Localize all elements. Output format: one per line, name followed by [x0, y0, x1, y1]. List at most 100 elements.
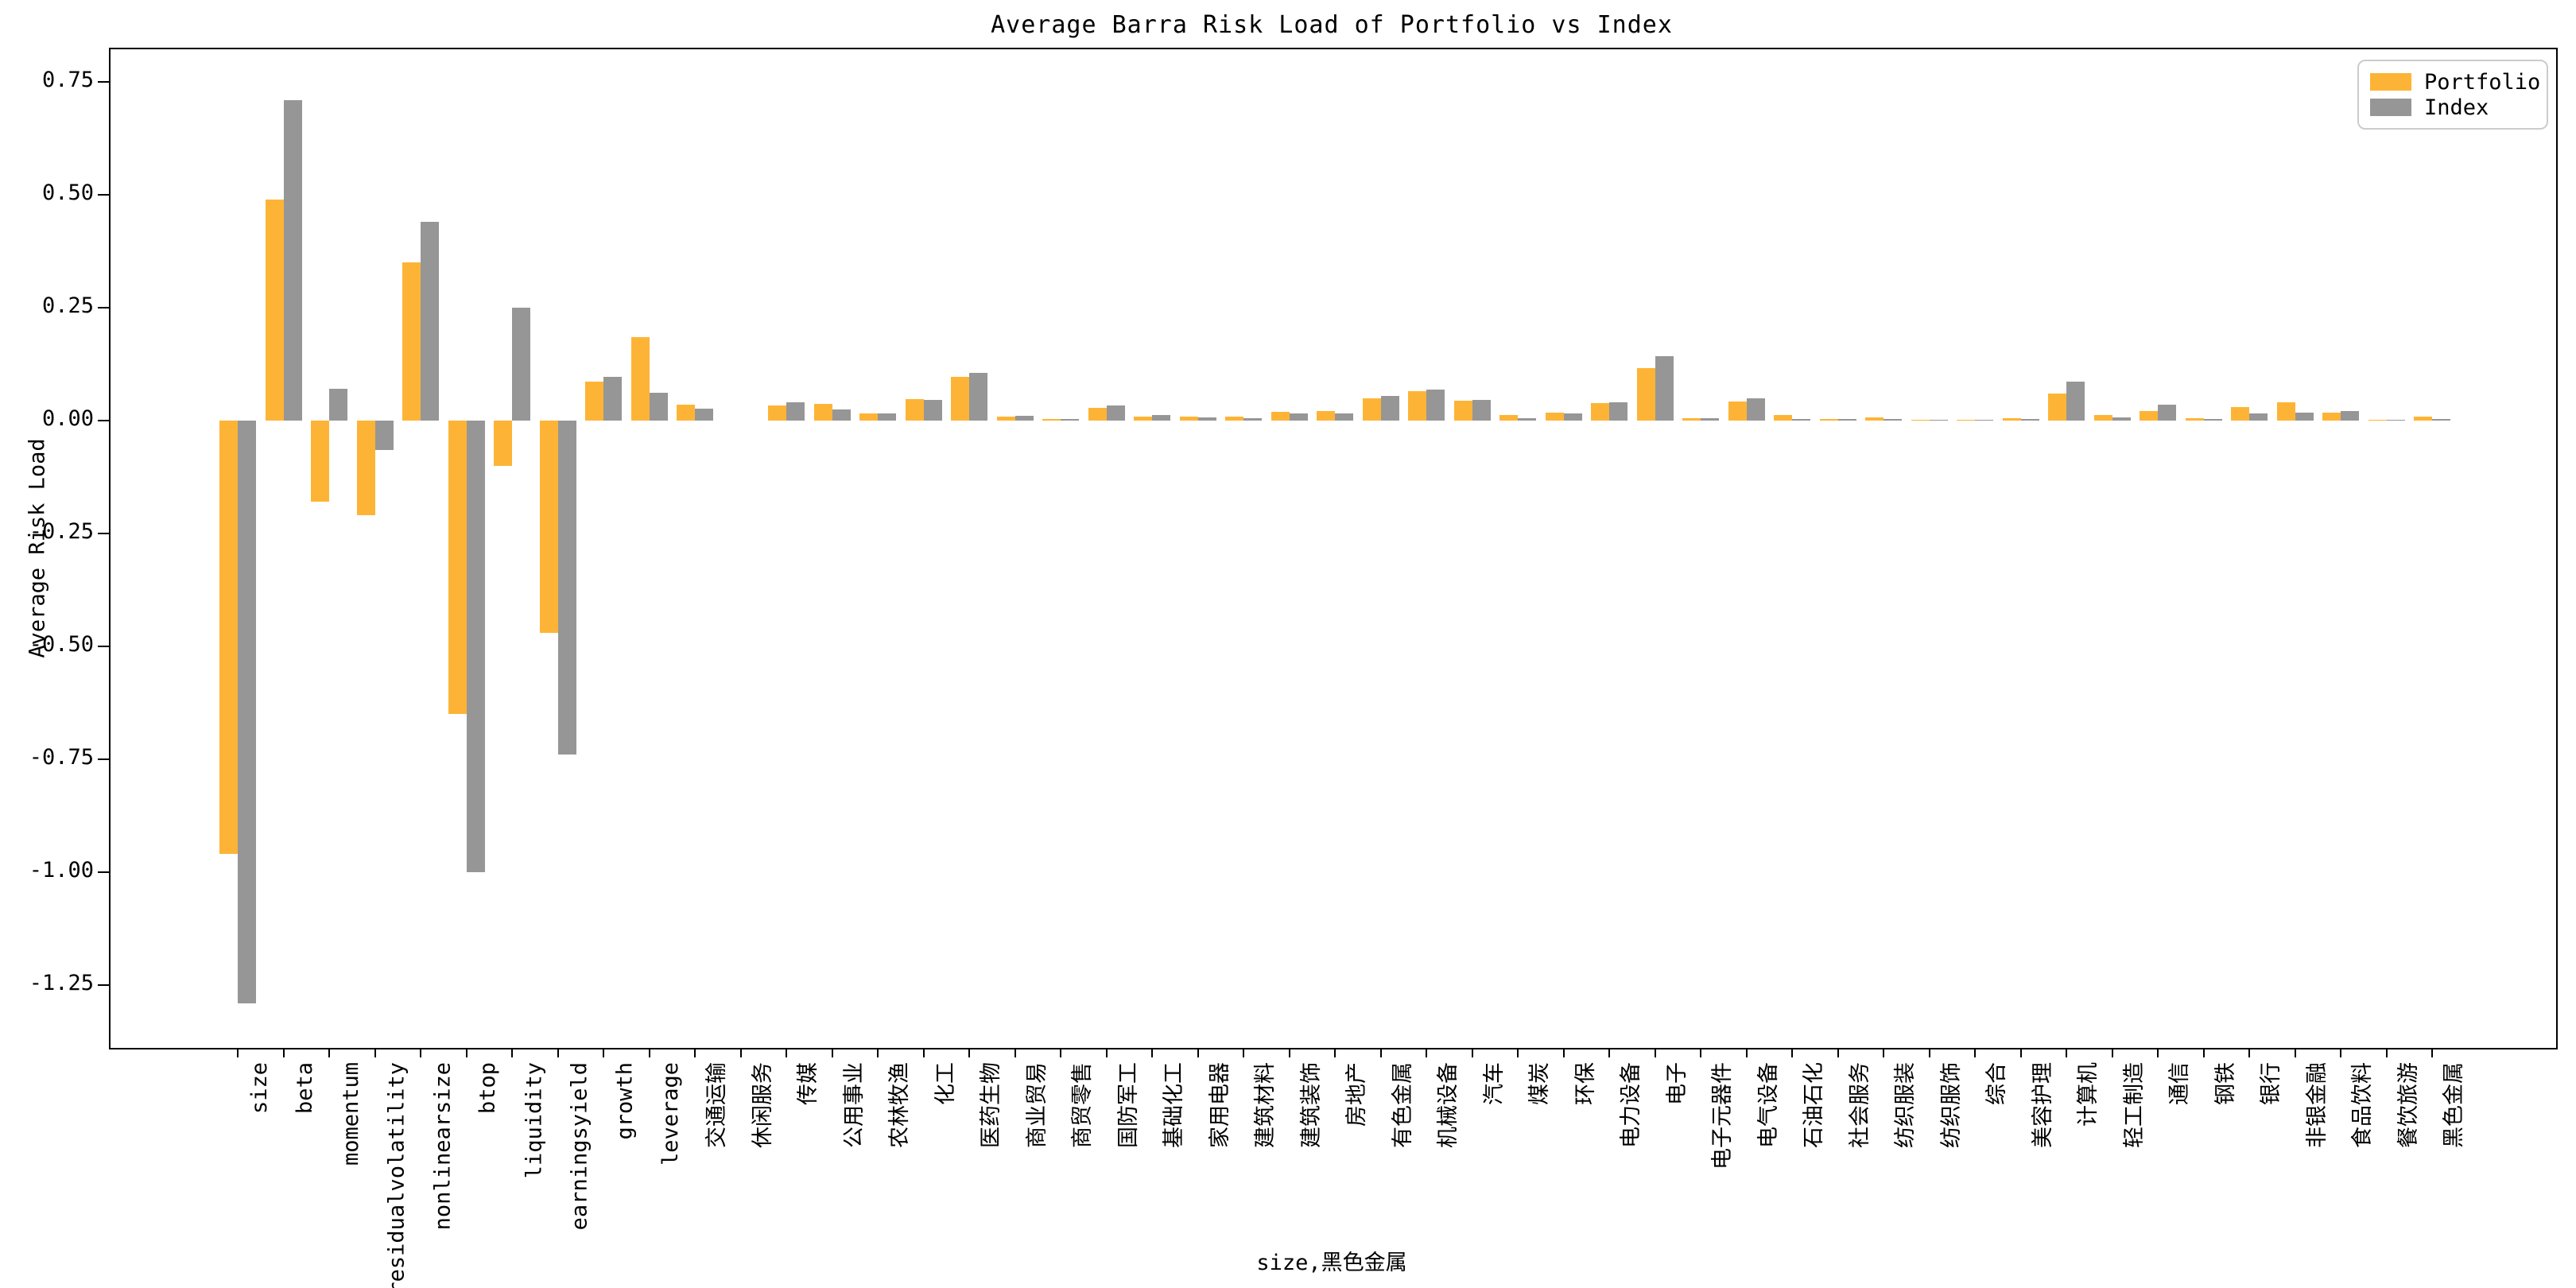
xtick-label-化工: 化工: [933, 1062, 958, 1105]
x-tick-mark: [2248, 1048, 2250, 1057]
bar-index-机械设备: [1426, 389, 1445, 421]
ytick-label-0.50: 0.50: [41, 180, 94, 205]
xtick-label-银行: 银行: [2259, 1062, 2283, 1105]
y-tick-mark: [98, 420, 109, 421]
bar-portfolio-建筑装饰: [1271, 411, 1290, 421]
bar-index-公用事业: [832, 409, 851, 421]
xtick-label-纺织服饰: 纺织服饰: [1938, 1062, 1964, 1148]
y-tick-mark: [98, 81, 109, 83]
bar-index-钢铁: [2203, 419, 2222, 421]
y-tick-mark: [98, 871, 109, 873]
x-tick-mark: [831, 1048, 833, 1057]
ytick-label--1.00: -1.00: [29, 858, 94, 883]
bar-index-基础化工: [1152, 415, 1170, 421]
bar-portfolio-电子: [1636, 368, 1655, 421]
bar-portfolio-电力设备: [1591, 402, 1609, 421]
xtick-label-计算机: 计算机: [2076, 1062, 2101, 1127]
xtick-label-residualvolatility: residualvolatility: [384, 1062, 409, 1288]
xtick-label-国防军工: 国防军工: [1115, 1062, 1141, 1148]
legend-label-index: Index: [2424, 95, 2489, 120]
y-axis-label: Average Risk Load: [25, 438, 50, 658]
x-tick-mark: [648, 1048, 650, 1057]
x-tick-mark: [374, 1048, 376, 1057]
xtick-label-电气设备: 电气设备: [1755, 1062, 1781, 1148]
bar-index-社会服务: [1837, 418, 1856, 421]
bar-portfolio-beta: [265, 199, 284, 421]
plot-area: [98, 48, 2558, 1057]
bar-portfolio-煤炭: [1499, 414, 1518, 421]
bar-index-beta: [283, 99, 302, 421]
bar-portfolio-黑色金属: [2414, 416, 2432, 421]
bar-portfolio-非银金融: [2276, 402, 2295, 421]
bar-portfolio-基础化工: [1134, 416, 1152, 421]
bar-portfolio-机械设备: [1408, 391, 1426, 421]
bar-portfolio-商业贸易: [996, 416, 1015, 421]
x-tick-mark: [1700, 1048, 1701, 1057]
xtick-label-非银金融: 非银金融: [2304, 1062, 2330, 1148]
x-tick-mark: [922, 1048, 925, 1057]
bar-portfolio-农林牧渔: [859, 413, 878, 421]
xtick-label-餐饮旅游: 餐饮旅游: [2396, 1062, 2421, 1148]
xtick-label-momentum: momentum: [339, 1062, 363, 1166]
bar-index-国防军工: [1106, 405, 1125, 421]
xtick-label-公用事业: 公用事业: [841, 1062, 867, 1148]
bar-index-家用电器: [1197, 417, 1216, 421]
bar-portfolio-食品饮料: [2322, 412, 2341, 421]
xtick-label-美容护理: 美容护理: [2030, 1062, 2055, 1148]
xtick-label-电子元器件: 电子元器件: [1710, 1062, 1735, 1170]
xtick-label-石油石化: 石油石化: [1802, 1062, 1826, 1148]
y-tick-mark: [98, 307, 109, 308]
x-tick-mark: [694, 1048, 696, 1057]
xtick-label-汽车: 汽车: [1481, 1062, 1507, 1105]
bar-portfolio-综合: [1957, 419, 1975, 421]
x-tick-mark: [1608, 1048, 1610, 1057]
xtick-label-传媒: 传媒: [796, 1062, 821, 1105]
bar-portfolio-石油石化: [1774, 415, 1792, 421]
legend: Portfolio Index: [2357, 60, 2548, 130]
bar-index-纺织服装: [1884, 418, 1902, 421]
bar-portfolio-leverage: [630, 337, 650, 421]
xtick-label-家用电器: 家用电器: [1207, 1062, 1232, 1148]
bar-index-电气设备: [1746, 398, 1765, 421]
bar-index-建筑装饰: [1289, 413, 1308, 421]
bar-portfolio-电气设备: [1728, 401, 1747, 421]
ytick-label--0.75: -0.75: [29, 745, 94, 770]
ytick-label-0.75: 0.75: [41, 68, 94, 92]
bar-index-momentum: [329, 389, 347, 421]
x-tick-mark: [786, 1048, 787, 1057]
xtick-label-建筑装饰: 建筑装饰: [1298, 1062, 1324, 1148]
bar-portfolio-通信: [2140, 411, 2158, 421]
x-tick-mark: [328, 1048, 330, 1057]
x-tick-mark: [1060, 1048, 1061, 1057]
bar-portfolio-size: [219, 421, 238, 855]
bar-index-石油石化: [1792, 418, 1810, 421]
bar-portfolio-建筑材料: [1225, 416, 1243, 421]
legend-label-portfolio: Portfolio: [2424, 69, 2541, 95]
bar-index-美容护理: [2020, 418, 2039, 421]
bar-portfolio-growth: [585, 382, 603, 421]
x-tick-mark: [420, 1048, 421, 1057]
bar-portfolio-银行: [2231, 406, 2249, 421]
bar-index-通信: [2158, 405, 2176, 421]
ytick-label--1.25: -1.25: [29, 971, 94, 995]
x-tick-mark: [1517, 1048, 1519, 1057]
chart-title: Average Barra Risk Load of Portfolio vs …: [991, 11, 1673, 39]
bar-portfolio-医药生物: [951, 377, 969, 421]
xtick-label-liquidity: liquidity: [522, 1062, 546, 1179]
xtick-label-轻工制造: 轻工制造: [2121, 1062, 2147, 1148]
bar-portfolio-国防军工: [1088, 407, 1107, 421]
xtick-label-电力设备: 电力设备: [1619, 1062, 1643, 1148]
x-tick-mark: [2431, 1048, 2433, 1057]
x-tick-mark: [739, 1048, 742, 1057]
x-tick-mark: [1928, 1048, 1930, 1057]
x-tick-mark: [1791, 1048, 1793, 1057]
y-tick-mark: [98, 646, 109, 647]
y-tick-mark: [98, 758, 109, 760]
x-tick-mark: [1471, 1048, 1473, 1057]
x-tick-mark: [877, 1048, 879, 1057]
x-tick-mark: [1151, 1048, 1153, 1057]
bar-index-电子: [1655, 356, 1674, 421]
index-color-swatch: [2370, 99, 2411, 116]
ytick-label-0.25: 0.25: [41, 293, 94, 318]
bar-portfolio-交通运输: [677, 405, 695, 421]
